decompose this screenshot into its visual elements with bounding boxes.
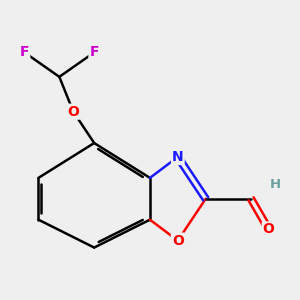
Text: N: N (172, 150, 184, 164)
Text: F: F (89, 45, 99, 59)
Text: O: O (172, 234, 184, 248)
Text: F: F (20, 45, 29, 59)
Text: O: O (263, 222, 274, 236)
Text: O: O (67, 105, 79, 119)
Text: H: H (270, 178, 281, 191)
